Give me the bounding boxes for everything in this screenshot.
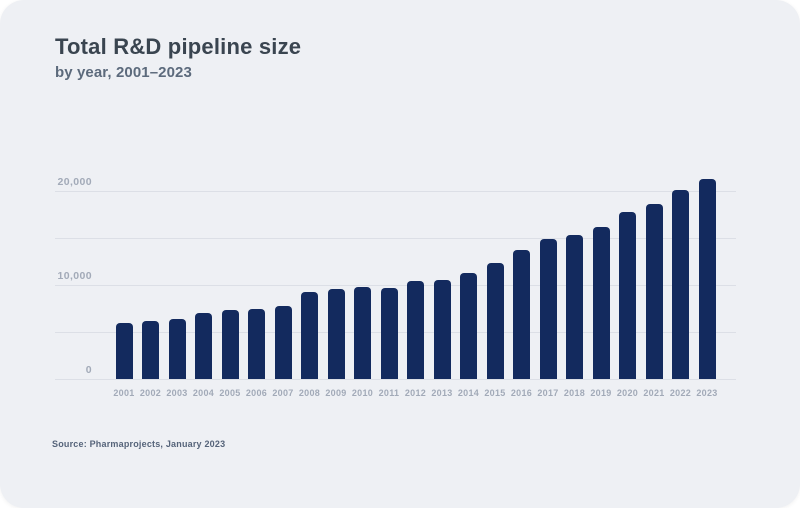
bar (645, 204, 663, 379)
bar (115, 322, 133, 379)
bar (433, 280, 451, 379)
y-tick-label: 0 (85, 364, 92, 376)
x-tick-label: 2005 (219, 388, 241, 398)
x-tick-label: 2001 (113, 388, 135, 398)
bar (221, 309, 239, 379)
x-tick-label: 2018 (563, 388, 586, 398)
bar (354, 287, 371, 379)
bar (195, 313, 212, 379)
x-tick-label: 2013 (431, 388, 453, 398)
bar (327, 288, 345, 379)
y-tick-label: 20,000 (57, 176, 92, 188)
gridline (55, 379, 736, 380)
bar (380, 287, 398, 379)
bar (539, 239, 557, 379)
bar (407, 280, 424, 379)
x-tick-label: 2017 (537, 388, 559, 398)
x-tick-label: 2010 (351, 388, 374, 398)
bar (513, 250, 530, 379)
bar (592, 226, 610, 379)
x-tick-label: 2003 (166, 388, 188, 398)
x-tick-label: 2012 (404, 388, 427, 398)
bar (274, 306, 292, 379)
x-tick-label: 2016 (510, 388, 533, 398)
x-tick-label: 2011 (378, 388, 400, 398)
chart-title: Total R&D pipeline size (55, 34, 302, 59)
x-tick-label: 2021 (643, 388, 665, 398)
x-tick-label: 2002 (139, 388, 162, 398)
bar (566, 235, 583, 379)
bar (301, 292, 318, 379)
gridline (55, 191, 736, 192)
bar (460, 272, 477, 379)
y-tick-label: 10,000 (57, 270, 92, 282)
x-tick-label: 2019 (590, 388, 612, 398)
gridline (55, 285, 736, 286)
bar (672, 189, 689, 379)
chart-header: Total R&D pipeline size by year, 2001–20… (55, 34, 301, 81)
gridline (55, 238, 736, 239)
x-tick-label: 2022 (669, 388, 692, 398)
bar (486, 263, 504, 379)
x-tick-label: 2006 (245, 388, 268, 398)
x-tick-label: 2009 (325, 388, 347, 398)
x-tick-label: 2008 (298, 388, 321, 398)
bar (142, 320, 159, 379)
source-note: Source: Pharmaprojects, January 2023 (52, 439, 226, 449)
x-tick-label: 2007 (272, 388, 294, 398)
chart-subtitle: by year, 2001–2023 (55, 64, 192, 81)
x-tick-label: 2015 (484, 388, 506, 398)
x-tick-label: 2014 (457, 388, 480, 398)
bar (698, 178, 716, 379)
x-tick-label: 2020 (616, 388, 639, 398)
x-tick-label: 2004 (192, 388, 215, 398)
x-tick-label: 2023 (696, 388, 718, 398)
bar (619, 212, 636, 379)
bar (248, 309, 265, 379)
bar (168, 318, 186, 379)
